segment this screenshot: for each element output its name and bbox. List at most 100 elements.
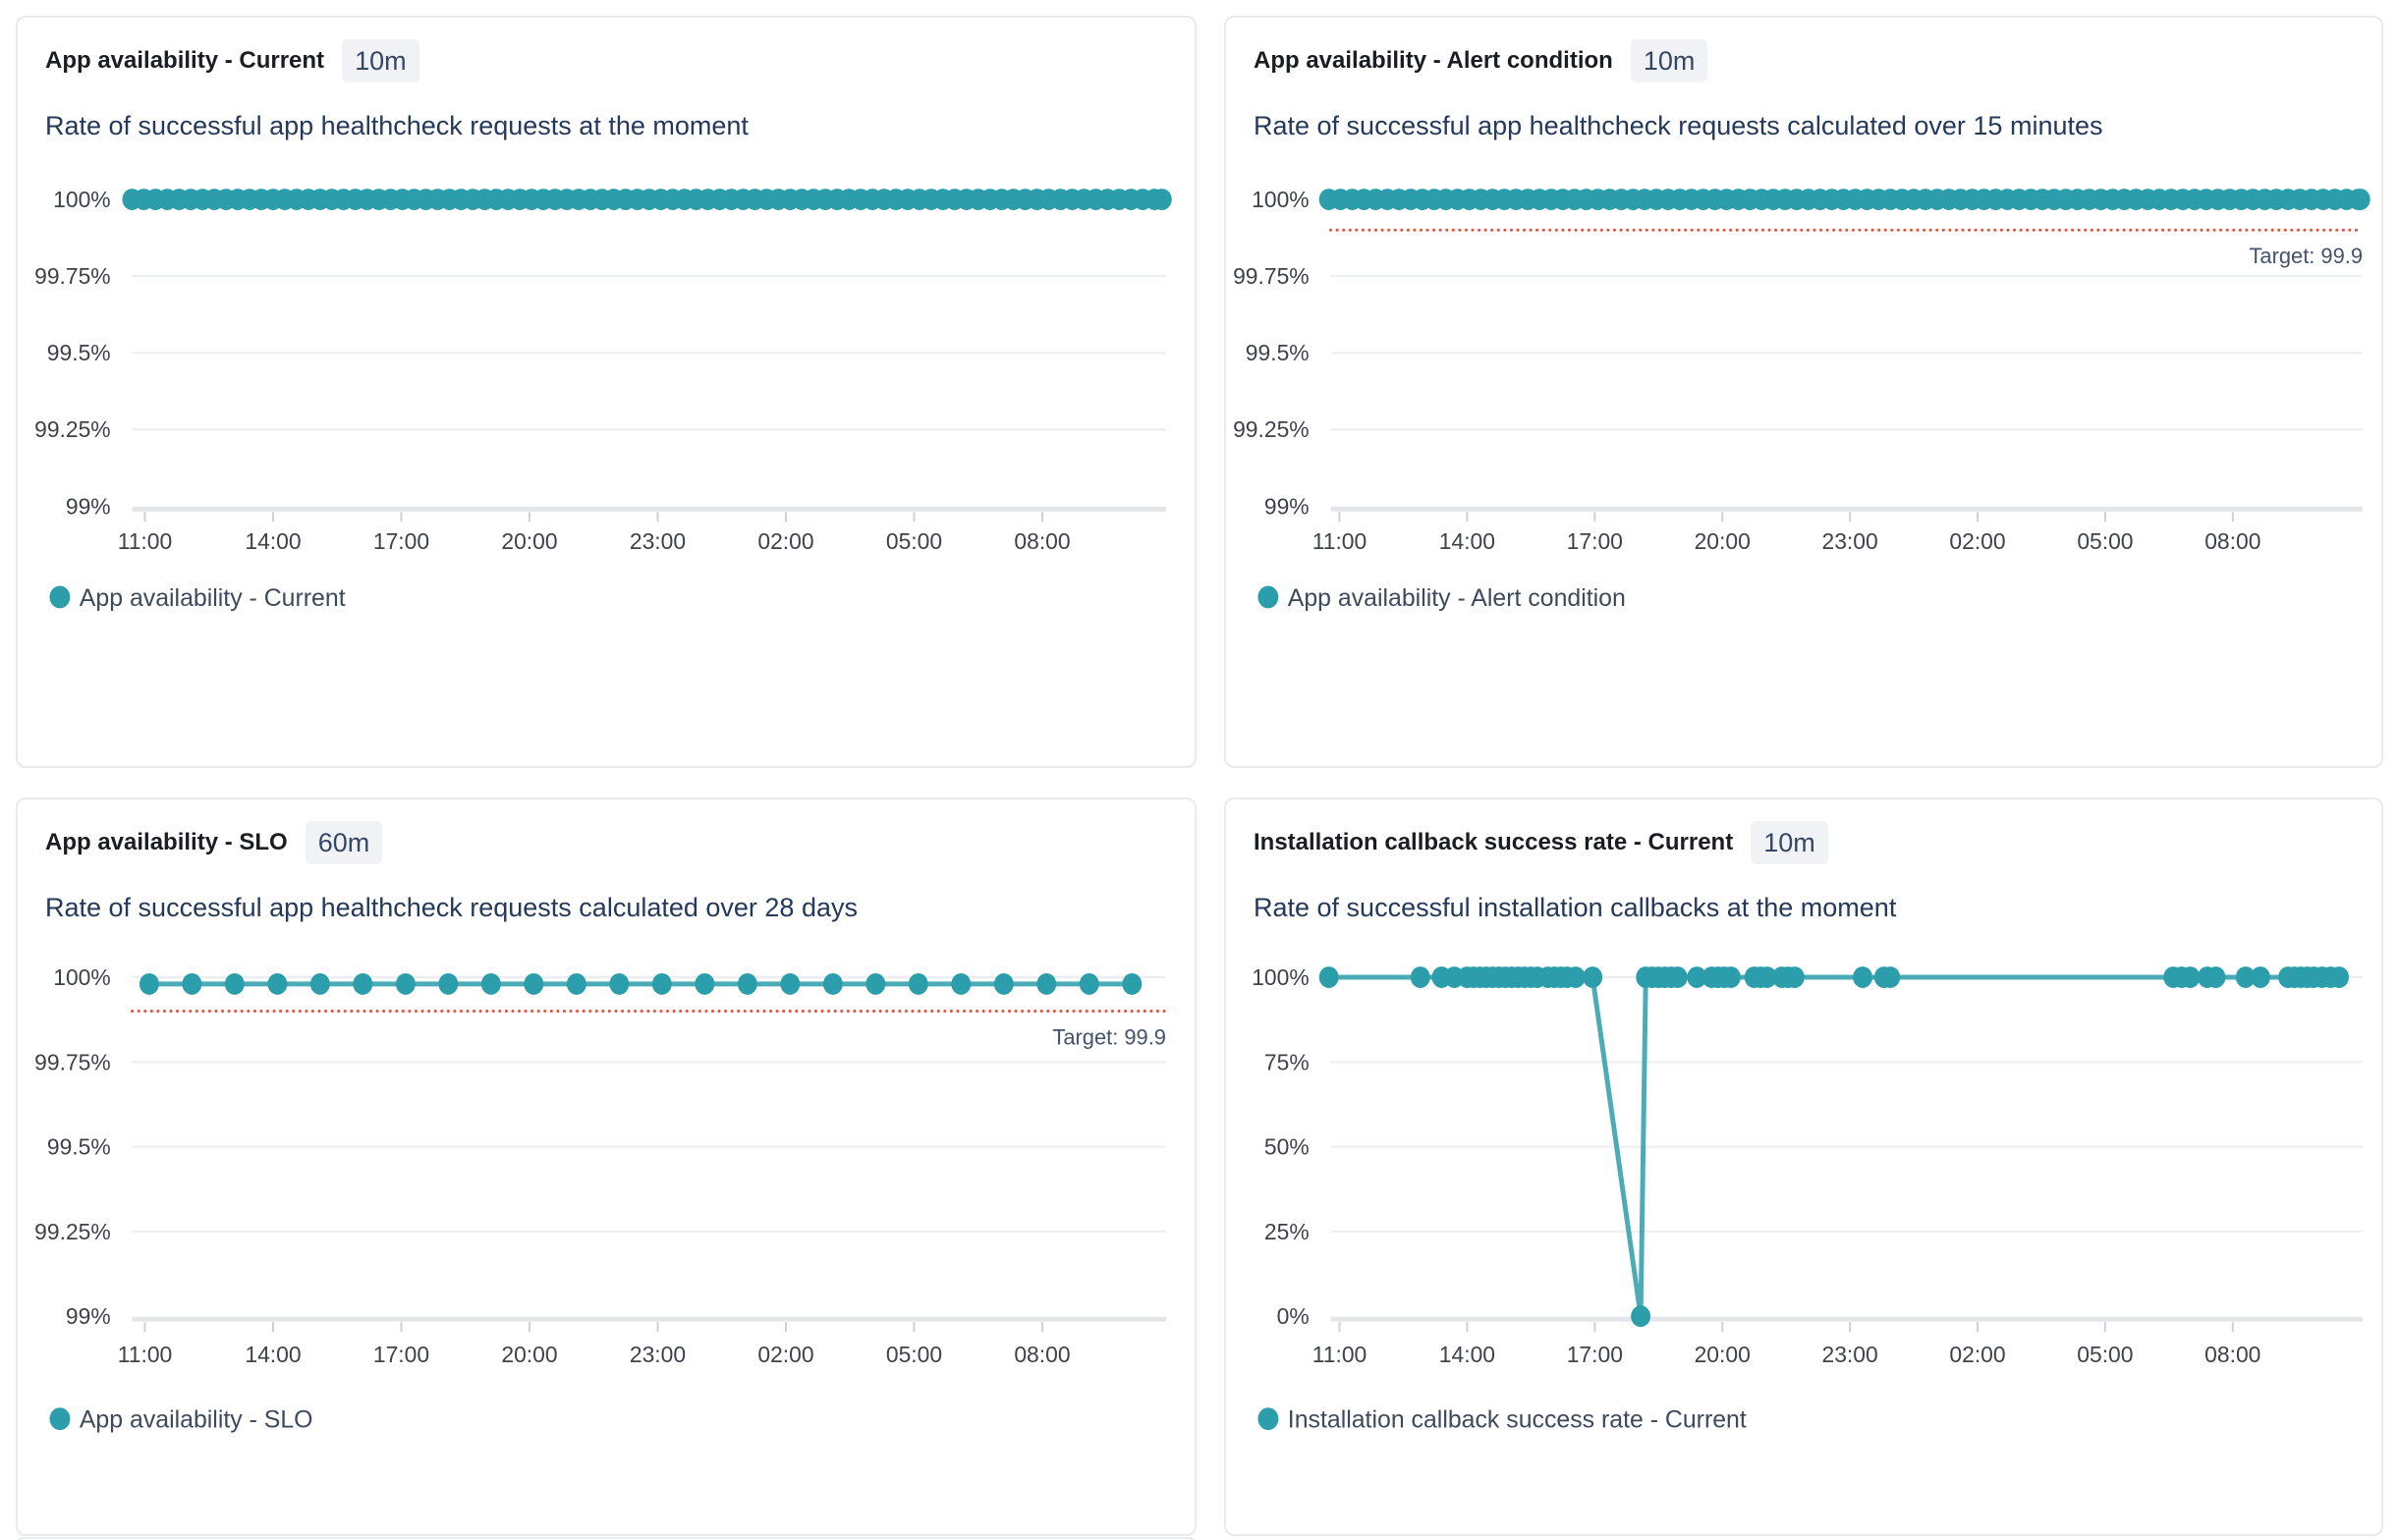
data-point[interactable]	[2180, 966, 2201, 988]
data-point[interactable]	[2250, 966, 2270, 988]
data-point[interactable]	[1079, 972, 1099, 995]
data-point[interactable]	[1410, 966, 1430, 988]
x-axis-label: 17:00	[373, 1342, 429, 1367]
data-point[interactable]	[1720, 966, 1741, 988]
data-point[interactable]	[651, 972, 672, 995]
data-point[interactable]	[182, 972, 202, 995]
x-axis-label: 08:00	[1014, 528, 1070, 554]
data-point[interactable]	[951, 972, 972, 995]
x-axis-label: 05:00	[2077, 1342, 2133, 1367]
data-point[interactable]	[2350, 189, 2371, 210]
legend-label[interactable]: App availability - SLO	[80, 1406, 313, 1434]
panel-title: App availability - Current	[45, 47, 325, 74]
panel-header: Installation callback success rate - Cur…	[1254, 821, 1828, 864]
data-point[interactable]	[822, 972, 843, 995]
y-axis-label: 99%	[1264, 493, 1310, 519]
legend-marker[interactable]	[49, 1407, 71, 1431]
data-point[interactable]	[1667, 966, 1688, 988]
data-point[interactable]	[993, 972, 1014, 995]
data-point[interactable]	[2235, 966, 2256, 988]
data-point[interactable]	[438, 972, 459, 995]
x-axis-label: 02:00	[757, 1342, 813, 1367]
data-point[interactable]	[737, 972, 757, 995]
data-point[interactable]	[1122, 972, 1143, 995]
data-point[interactable]	[780, 972, 801, 995]
x-axis-label: 17:00	[1567, 1342, 1623, 1367]
panel-installation-callback-success-rate: Installation callback success rate - Cur…	[1224, 798, 2383, 1536]
data-point[interactable]	[1151, 189, 1172, 210]
data-point[interactable]	[2329, 966, 2350, 988]
data-point[interactable]	[2205, 966, 2226, 988]
data-point[interactable]	[139, 972, 159, 995]
data-point[interactable]	[480, 972, 501, 995]
y-axis-label: 0%	[1277, 1303, 1310, 1329]
legend-marker[interactable]	[1257, 585, 1279, 609]
time-range-badge: 10m	[1751, 821, 1828, 864]
x-axis-label: 17:00	[1567, 528, 1623, 554]
panel-title: App availability - Alert condition	[1254, 47, 1613, 74]
x-axis-label: 05:00	[886, 1342, 942, 1367]
x-axis-label: 02:00	[1949, 528, 2005, 554]
data-point[interactable]	[566, 972, 586, 995]
data-point[interactable]	[908, 972, 928, 995]
data-point[interactable]	[395, 972, 416, 995]
data-point[interactable]	[1565, 966, 1586, 988]
x-axis-label: 05:00	[886, 528, 942, 554]
data-point[interactable]	[1757, 966, 1777, 988]
legend-marker[interactable]	[1257, 1407, 1279, 1431]
y-axis-label: 99.25%	[34, 1219, 111, 1244]
installation-callback-success-rate-chart[interactable]: 100% 75% 50% 25% 0%11:00 14:00 17:00 20:00 23:00…	[1226, 799, 2381, 1534]
data-point[interactable]	[1318, 966, 1339, 988]
x-axis-label: 11:00	[1312, 1342, 1367, 1367]
app-availability-slo-chart[interactable]: 100% 99.75% 99.5% 99.25% 99% 11:00 14:00 17:00 2…	[18, 799, 1195, 1534]
x-axis-label: 23:00	[630, 528, 686, 554]
data-point[interactable]	[267, 972, 288, 995]
x-axis-label: 11:00	[118, 1342, 173, 1367]
legend-label[interactable]: Installation callback success rate - Cur…	[1288, 1406, 1747, 1434]
x-axis-label: 02:00	[757, 528, 813, 554]
data-point[interactable]	[1784, 966, 1805, 988]
panel-subtitle: Rate of successful app healthcheck reque…	[45, 893, 858, 922]
x-axis-label: 08:00	[2204, 1342, 2260, 1367]
target-label: Target: 99.9	[1052, 1024, 1166, 1049]
y-axis-label: 99.75%	[34, 263, 111, 289]
panel-app-availability-alert-condition: App availability - Alert condition 10m R…	[1224, 16, 2383, 768]
y-axis-label: 99.25%	[1233, 416, 1310, 442]
data-point[interactable]	[224, 972, 245, 995]
panel-header: App availability - Current 10m	[45, 39, 419, 82]
y-axis-label: 100%	[53, 964, 110, 990]
data-point[interactable]	[309, 972, 330, 995]
data-point[interactable]	[1036, 972, 1057, 995]
y-axis-label: 99.5%	[47, 340, 111, 365]
y-axis-label: 99.5%	[1246, 340, 1310, 365]
legend-label[interactable]: App availability - Alert condition	[1288, 584, 1626, 612]
data-point[interactable]	[353, 972, 373, 995]
app-availability-alert-condition-chart[interactable]: 100% 99.75% 99.5% 99.25% 99%11:00 14:00 17:00 2…	[1226, 18, 2381, 766]
data-point[interactable]	[695, 972, 715, 995]
time-range-badge: 10m	[1630, 39, 1708, 82]
x-axis-label: 20:00	[501, 1342, 557, 1367]
y-axis-label: 99.25%	[34, 416, 111, 442]
panel-header: App availability - SLO 60m	[45, 821, 383, 864]
data-point[interactable]	[1687, 966, 1707, 988]
x-axis-label: 20:00	[1695, 1342, 1751, 1367]
panel-header: App availability - Alert condition 10m	[1254, 39, 1708, 82]
x-axis-label: 05:00	[2077, 528, 2133, 554]
x-axis-label: 11:00	[1312, 528, 1367, 554]
data-point[interactable]	[1631, 1305, 1651, 1328]
target-label: Target: 99.9	[2249, 244, 2363, 268]
data-point[interactable]	[1853, 966, 1873, 988]
x-axis-label: 23:00	[1822, 528, 1878, 554]
x-axis-label: 14:00	[245, 1342, 301, 1367]
legend-marker[interactable]	[49, 585, 71, 609]
data-point[interactable]	[609, 972, 630, 995]
data-point[interactable]	[1880, 966, 1901, 988]
data-point[interactable]	[524, 972, 544, 995]
y-axis-label: 100%	[1252, 187, 1309, 212]
data-point[interactable]	[1583, 966, 1603, 988]
legend-label[interactable]: App availability - Current	[80, 584, 346, 612]
data-point[interactable]	[865, 972, 886, 995]
x-axis-label: 08:00	[2204, 528, 2260, 554]
app-availability-current-chart[interactable]: 100% 99.75% 99.5% 99.25% 99% 11:00 14:00 17:00 2…	[18, 18, 1195, 766]
